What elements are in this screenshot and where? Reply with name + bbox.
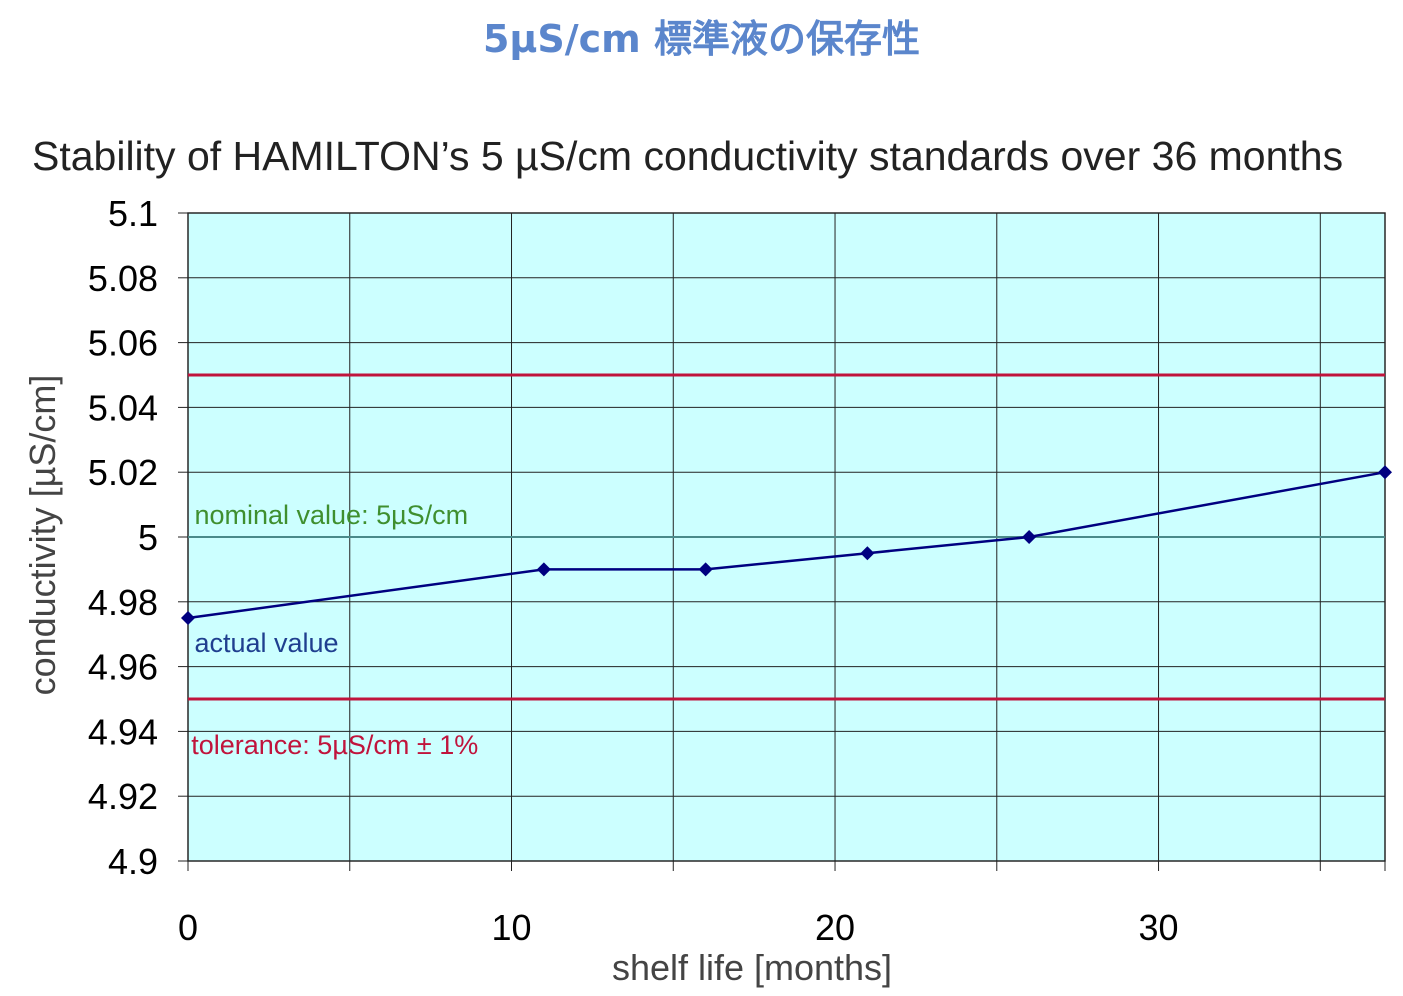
y-tick-label: 4.9 xyxy=(108,841,158,882)
y-tick-label: 5.08 xyxy=(88,258,158,299)
x-tick-label: 30 xyxy=(1139,907,1179,948)
y-tick-label: 4.92 xyxy=(88,776,158,817)
y-tick-labels: 4.9 4.92 4.94 4.96 4.98 5 5.02 5.04 5.06 5.08 5.1 xyxy=(88,193,158,882)
annotations: nominal value: 5µS/cm actual value toleran… xyxy=(191,500,478,760)
data-point xyxy=(1022,530,1037,544)
annotation-label: nominal value: 5µS/cm xyxy=(194,500,468,530)
x-tick-label: 0 xyxy=(178,907,198,948)
series-line xyxy=(187,470,1386,620)
y-tick-label: 4.94 xyxy=(88,711,158,752)
y-tick-label: 5.06 xyxy=(88,323,158,364)
page-banner-title: 5µS/cm 標準液の保存性 xyxy=(482,17,920,61)
x-tick-label: 10 xyxy=(491,907,531,948)
y-tick-label: 5.02 xyxy=(88,452,158,493)
x-axis-label: shelf life [months] xyxy=(612,947,892,988)
chart-title: Stability of HAMILTON’s 5 µS/cm conducti… xyxy=(32,133,1344,179)
series-layer xyxy=(181,465,1392,625)
data-point xyxy=(536,562,551,577)
y-tick-label: 5.1 xyxy=(108,193,158,234)
x-tick-label: 20 xyxy=(815,907,855,948)
y-tick-label: 5.04 xyxy=(88,387,158,428)
annotation-label: actual value xyxy=(194,628,338,658)
data-point xyxy=(698,562,713,577)
data-point xyxy=(181,611,195,625)
annotation-label: tolerance: 5µS/cm ± 1% xyxy=(191,730,478,760)
y-tick-label: 4.98 xyxy=(88,582,158,623)
y-tick-label: 5 xyxy=(138,517,158,558)
data-point xyxy=(1378,465,1392,480)
y-axis-label: conductivity [µS/cm] xyxy=(22,375,63,696)
x-tick-labels: 0 10 20 30 xyxy=(178,907,1179,948)
data-point xyxy=(860,546,875,561)
y-tick-label: 4.96 xyxy=(88,647,158,688)
reference-lines xyxy=(188,373,1385,701)
